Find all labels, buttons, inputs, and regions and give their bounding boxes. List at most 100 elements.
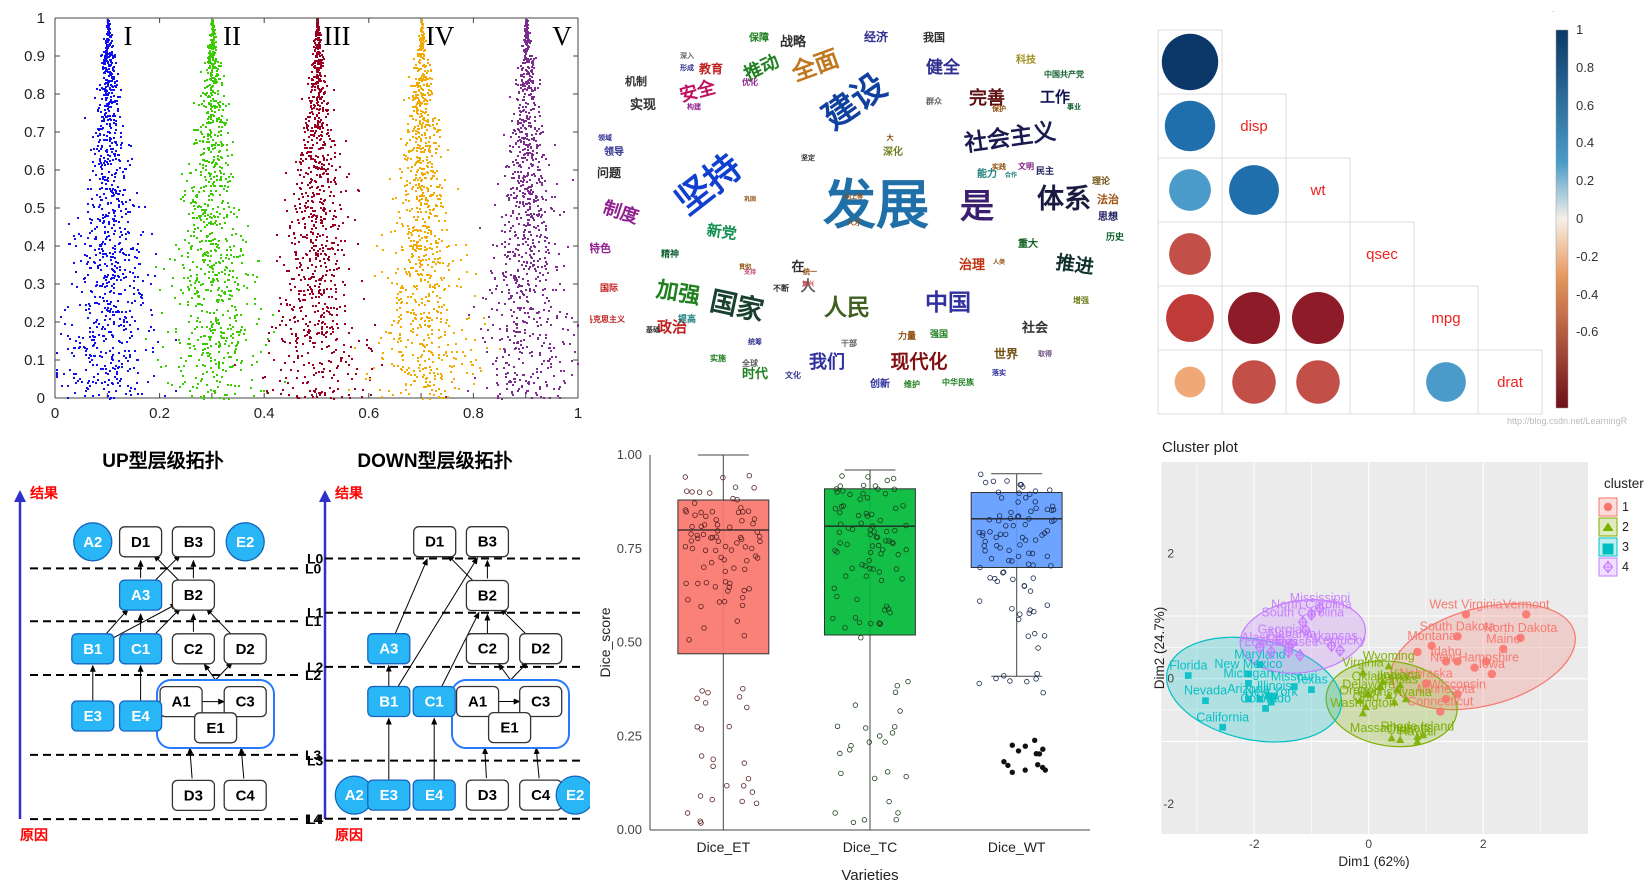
svg-text:坚定: 坚定 xyxy=(801,153,815,162)
svg-text:治理: 治理 xyxy=(959,257,985,272)
svg-text:New Hampshire: New Hampshire xyxy=(1430,651,1519,665)
svg-text:取得: 取得 xyxy=(1038,349,1052,358)
svg-text:实践: 实践 xyxy=(992,162,1006,171)
svg-text:教育: 教育 xyxy=(698,61,723,76)
svg-text:理论: 理论 xyxy=(1092,175,1111,186)
svg-text:C1: C1 xyxy=(425,694,444,711)
svg-text:0.7: 0.7 xyxy=(24,124,45,141)
svg-text:2: 2 xyxy=(1167,546,1174,560)
svg-text:原因: 原因 xyxy=(20,827,48,843)
svg-text:构建: 构建 xyxy=(687,102,702,111)
svg-text:Dim2 (24.7%): Dim2 (24.7%) xyxy=(1152,607,1167,690)
svg-text:统一: 统一 xyxy=(803,267,817,276)
svg-text:结果: 结果 xyxy=(30,485,59,501)
svg-text:E2: E2 xyxy=(236,534,254,551)
svg-text:E3: E3 xyxy=(380,787,398,804)
svg-text:不断: 不断 xyxy=(773,283,789,293)
svg-text:文明: 文明 xyxy=(1018,161,1034,171)
svg-text:mpg: mpg xyxy=(1431,310,1460,327)
svg-text:Montana: Montana xyxy=(1407,629,1456,643)
svg-text:Hawaii: Hawaii xyxy=(1399,724,1437,738)
svg-text:V: V xyxy=(552,21,572,51)
svg-text:统筹: 统筹 xyxy=(748,337,762,346)
svg-text:0: 0 xyxy=(1365,837,1372,851)
svg-text:合作: 合作 xyxy=(1005,171,1017,179)
svg-text:II: II xyxy=(223,21,241,51)
svg-text:C3: C3 xyxy=(531,694,550,711)
svg-text:思想: 思想 xyxy=(1098,210,1118,223)
svg-text:体系: 体系 xyxy=(1037,184,1091,214)
svg-text:E4: E4 xyxy=(425,787,444,804)
svg-text:cluster: cluster xyxy=(1604,476,1644,491)
svg-text:实施: 实施 xyxy=(710,353,726,363)
svg-text:E3: E3 xyxy=(84,708,102,725)
svg-text:我国: 我国 xyxy=(923,30,945,44)
svg-text:形成: 形成 xyxy=(680,63,694,72)
svg-text:Kentucky: Kentucky xyxy=(1314,634,1366,648)
svg-text:0.6: 0.6 xyxy=(1576,98,1594,113)
svg-text:West Virginia: West Virginia xyxy=(1429,597,1502,611)
svg-text:0.8: 0.8 xyxy=(24,86,45,103)
svg-text:D3: D3 xyxy=(184,787,203,804)
svg-text:B2: B2 xyxy=(184,587,203,604)
svg-text:2: 2 xyxy=(1480,837,1487,851)
svg-text:发展: 发展 xyxy=(823,176,929,235)
svg-text:Cluster plot: Cluster plot xyxy=(1162,439,1239,456)
svg-text:世界: 世界 xyxy=(994,346,1018,361)
svg-text:disp: disp xyxy=(1240,118,1268,135)
svg-text:Dim1 (62%): Dim1 (62%) xyxy=(1338,854,1409,869)
svg-text:健全: 健全 xyxy=(926,57,961,77)
svg-text:C1: C1 xyxy=(131,641,150,658)
svg-text:Dice_score: Dice_score xyxy=(597,607,613,677)
svg-text:重大: 重大 xyxy=(1018,237,1038,250)
svg-text:0.3: 0.3 xyxy=(24,276,45,293)
svg-text:III: III xyxy=(324,21,351,51)
svg-text:0.25: 0.25 xyxy=(617,728,642,743)
svg-text:巩固: 巩固 xyxy=(744,195,756,203)
svg-text:维护: 维护 xyxy=(904,379,920,389)
svg-text:B2: B2 xyxy=(478,588,497,605)
svg-text:Virginia: Virginia xyxy=(1342,655,1384,669)
svg-text:优化: 优化 xyxy=(742,77,758,87)
svg-text:深化: 深化 xyxy=(883,145,903,158)
svg-text:增强: 增强 xyxy=(1073,295,1089,305)
svg-text:Dice_TC: Dice_TC xyxy=(843,839,897,855)
svg-text:群众: 群众 xyxy=(925,96,943,106)
svg-text:L2: L2 xyxy=(307,659,324,675)
svg-text:E4: E4 xyxy=(131,708,150,725)
svg-text:1.00: 1.00 xyxy=(617,447,642,462)
svg-text:0: 0 xyxy=(37,390,45,407)
svg-text:3: 3 xyxy=(1622,540,1629,554)
svg-text:Dice_ET: Dice_ET xyxy=(696,839,750,855)
svg-text:D2: D2 xyxy=(236,641,255,658)
svg-text:D2: D2 xyxy=(531,641,550,658)
svg-text:qsec: qsec xyxy=(1366,246,1398,263)
svg-text:支持: 支持 xyxy=(743,268,756,276)
svg-text:A3: A3 xyxy=(379,641,398,658)
svg-text:0.4: 0.4 xyxy=(254,405,275,422)
svg-text:DOWN型层级拓扑: DOWN型层级拓扑 xyxy=(357,449,512,472)
svg-text:0.8: 0.8 xyxy=(463,405,484,422)
svg-text:原因: 原因 xyxy=(335,827,363,843)
svg-text:B3: B3 xyxy=(184,534,203,551)
svg-text:0.50: 0.50 xyxy=(617,635,642,650)
svg-text:干部: 干部 xyxy=(841,338,857,348)
svg-text:马克思主义: 马克思主义 xyxy=(590,314,626,324)
svg-text:0.2: 0.2 xyxy=(24,314,45,331)
svg-text:UP型层级拓扑: UP型层级拓扑 xyxy=(102,449,223,472)
svg-text:保障: 保障 xyxy=(748,31,769,44)
svg-text:提高: 提高 xyxy=(678,313,696,324)
svg-text:B1: B1 xyxy=(83,641,102,658)
svg-text:领导: 领导 xyxy=(604,145,624,158)
svg-text:1: 1 xyxy=(37,10,45,27)
svg-text:是: 是 xyxy=(960,188,994,226)
svg-text:强国: 强国 xyxy=(930,329,948,339)
svg-text:事业: 事业 xyxy=(1067,102,1081,111)
svg-text:我们: 我们 xyxy=(809,351,845,372)
svg-text:E1: E1 xyxy=(206,720,224,737)
svg-text:C3: C3 xyxy=(236,694,255,711)
svg-text:Maine: Maine xyxy=(1486,632,1520,646)
svg-text:力量: 力量 xyxy=(898,330,916,341)
svg-text:中国共产党: 中国共产党 xyxy=(1044,69,1084,79)
svg-text:历史: 历史 xyxy=(1106,231,1125,242)
